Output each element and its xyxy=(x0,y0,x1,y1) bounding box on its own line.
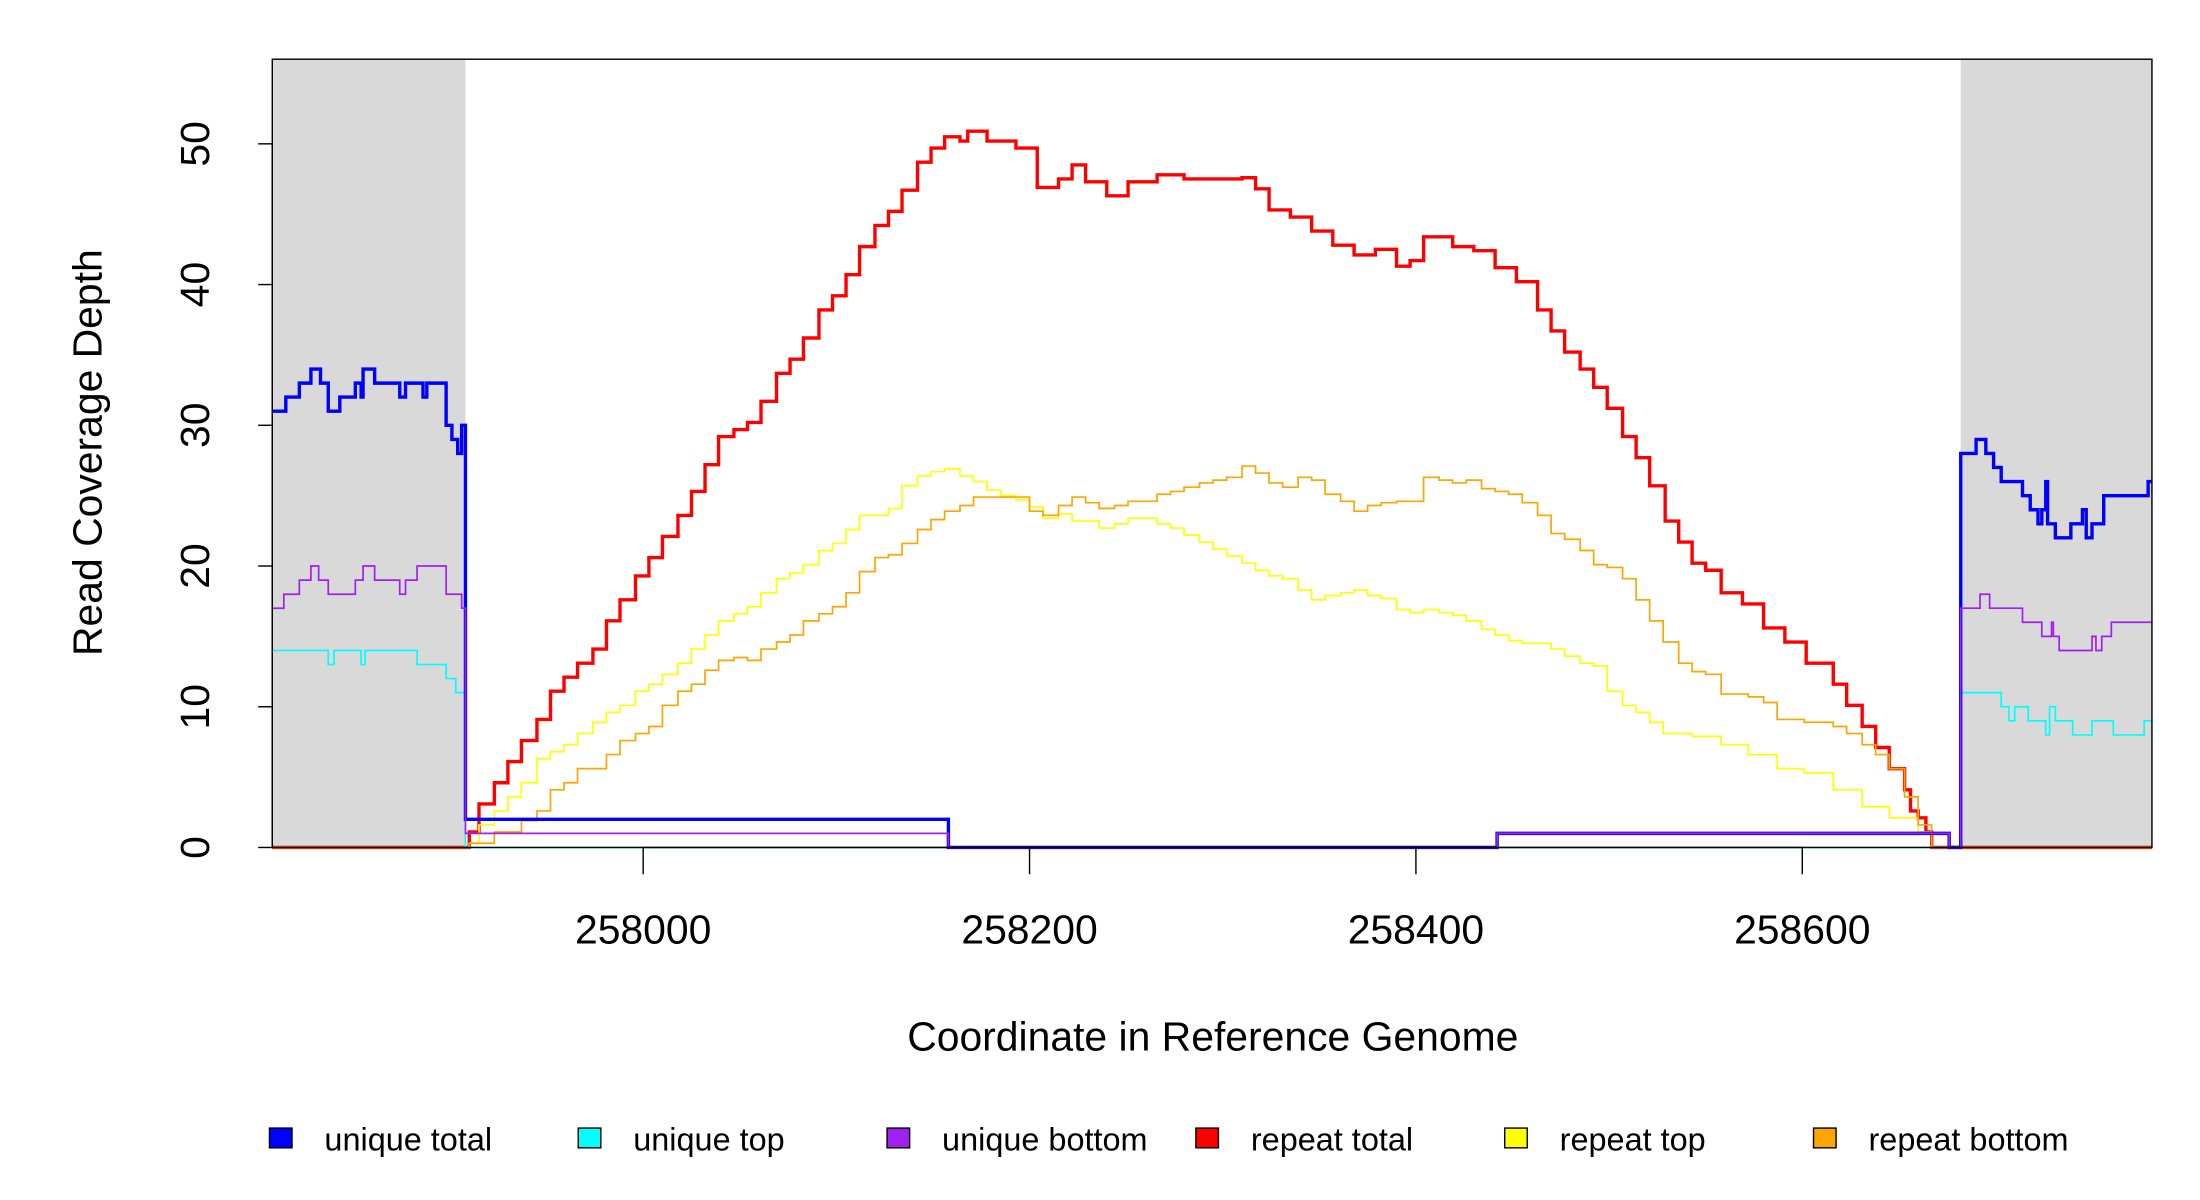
y-axis-label: Read Coverage Depth xyxy=(65,249,111,656)
series-line-repeat-total xyxy=(272,129,2152,850)
legend-swatch xyxy=(1195,1127,1220,1149)
shaded-regions xyxy=(272,59,2152,848)
series-line-unique-total xyxy=(272,367,2152,850)
legend-swatch xyxy=(1503,1127,1528,1149)
x-axis-label: Coordinate in Reference Genome xyxy=(907,1014,1518,1060)
y-axis: 0 10 20 30 40 50 xyxy=(172,121,273,859)
legend-label: unique top xyxy=(633,1122,784,1158)
series-line-unique-bottom xyxy=(272,565,2152,849)
legend-label: repeat bottom xyxy=(1869,1122,2069,1158)
x-tick-label: 258000 xyxy=(575,906,711,952)
x-tick-label: 258200 xyxy=(961,906,1097,952)
y-tick-label: 20 xyxy=(172,543,218,588)
legend-swatch xyxy=(577,1127,602,1149)
series-line-unique-top xyxy=(272,649,2152,849)
legend-item: unique total xyxy=(268,1122,492,1158)
legend-label: repeat top xyxy=(1560,1122,1706,1158)
legend-swatch xyxy=(1812,1127,1837,1149)
legend-item: repeat bottom xyxy=(1812,1122,2069,1158)
x-tick-label: 258600 xyxy=(1734,906,1870,952)
y-tick-label: 30 xyxy=(172,403,218,448)
shaded-region xyxy=(272,59,466,848)
y-tick-label: 0 xyxy=(172,836,218,859)
legend-label: unique bottom xyxy=(942,1122,1147,1158)
legend: unique total unique top unique bottom repea… xyxy=(268,1122,2069,1158)
legend-item: repeat total xyxy=(1195,1122,1413,1158)
x-axis: 258000 258200 258400 258600 xyxy=(575,846,1870,952)
legend-label: repeat total xyxy=(1251,1122,1413,1158)
legend-item: repeat top xyxy=(1503,1122,1706,1158)
legend-label: unique total xyxy=(324,1122,492,1158)
y-tick-label: 50 xyxy=(172,121,218,166)
legend-item: unique top xyxy=(577,1122,785,1158)
x-tick-label: 258400 xyxy=(1348,906,1484,952)
legend-item: unique bottom xyxy=(886,1122,1148,1158)
legend-swatch xyxy=(268,1127,293,1149)
y-tick-label: 40 xyxy=(172,262,218,307)
series-lines xyxy=(272,129,2152,850)
legend-swatch xyxy=(886,1127,911,1149)
series-line-repeat-top xyxy=(272,468,2152,849)
series-line-repeat-bottom xyxy=(272,465,2152,849)
y-tick-label: 10 xyxy=(172,684,218,729)
